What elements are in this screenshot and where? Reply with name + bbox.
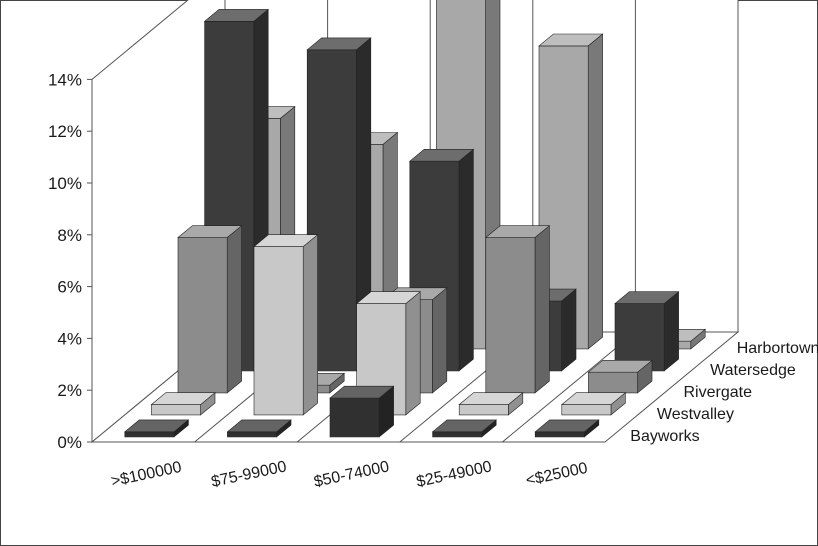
floor-divider bbox=[502, 331, 636, 443]
bar-top bbox=[226, 419, 292, 433]
series-label-rivergate: Rivergate bbox=[684, 384, 753, 401]
bar-top bbox=[306, 37, 372, 51]
bar-bayworks-4 bbox=[534, 419, 600, 438]
y-tick-label: 10% bbox=[48, 174, 82, 193]
bar-westvalley-0 bbox=[150, 392, 216, 416]
bar-top bbox=[203, 9, 270, 22]
bar-westvalley-4 bbox=[560, 392, 627, 416]
bar-side bbox=[302, 234, 318, 416]
bar-top bbox=[587, 359, 653, 373]
series-label-harbortown: Harbortown bbox=[737, 340, 818, 357]
bar-front bbox=[485, 237, 536, 394]
bar-front bbox=[458, 404, 509, 416]
bar-top bbox=[560, 392, 627, 405]
y-tick-label: 8% bbox=[57, 226, 82, 245]
bar-front bbox=[561, 404, 612, 416]
series-label-bayworks: Bayworks bbox=[630, 428, 699, 445]
y-axis-ticks: 0% 2% 4% 6% 8% 10% 12% 14% bbox=[48, 70, 92, 452]
y-tick-label: 0% bbox=[57, 433, 82, 452]
bar-bayworks-2 bbox=[329, 385, 395, 438]
bar-watersedge-4 bbox=[614, 291, 680, 372]
bar-top bbox=[253, 234, 319, 247]
bar-side bbox=[405, 291, 421, 416]
bar-side bbox=[587, 33, 603, 350]
y-tick-label: 4% bbox=[57, 329, 82, 348]
bar-rivergate-4 bbox=[587, 359, 653, 394]
bar-westvalley-3 bbox=[458, 392, 524, 416]
y-tick-label: 14% bbox=[48, 70, 82, 89]
bar-westvalley-1 bbox=[253, 234, 319, 416]
series-label-westvalley: Westvalley bbox=[657, 406, 734, 423]
bar-side bbox=[663, 291, 679, 372]
series-axis-labels: Bayworks Westvalley Rivergate Watersedge Har… bbox=[630, 340, 818, 445]
bar-front bbox=[227, 431, 277, 438]
bar-top bbox=[458, 392, 524, 405]
bar-top bbox=[484, 225, 551, 238]
bar-front bbox=[177, 237, 228, 394]
bar-top bbox=[431, 419, 498, 433]
bar-side bbox=[432, 287, 448, 394]
bar-top bbox=[329, 385, 395, 399]
bar-bayworks-0 bbox=[123, 419, 190, 438]
y-tick-label: 12% bbox=[48, 122, 82, 141]
bar-top bbox=[408, 149, 475, 162]
bar-front bbox=[124, 431, 175, 438]
bar-bayworks-1 bbox=[226, 419, 292, 438]
series-label-watersedge: Watersedge bbox=[710, 362, 796, 379]
bar-top bbox=[538, 33, 604, 47]
bar-side bbox=[226, 225, 242, 394]
bar-rivergate-0 bbox=[177, 225, 243, 394]
bar-top bbox=[355, 291, 422, 304]
bar-watersedge-1 bbox=[306, 37, 372, 372]
bar-top bbox=[614, 291, 680, 304]
bar-side bbox=[561, 288, 577, 372]
bar-rivergate-3 bbox=[484, 225, 551, 394]
bar-front bbox=[151, 404, 201, 416]
bar-top bbox=[123, 419, 190, 433]
bar-front bbox=[253, 246, 304, 416]
bar-front bbox=[329, 397, 380, 438]
bar-front bbox=[432, 431, 483, 438]
y-tick-label: 2% bbox=[57, 381, 82, 400]
bar-top bbox=[177, 225, 243, 238]
bar-front bbox=[534, 431, 585, 438]
bar-bayworks-3 bbox=[431, 419, 498, 438]
bar-side bbox=[458, 148, 474, 372]
bar-front bbox=[588, 371, 638, 394]
bar-top bbox=[150, 392, 216, 405]
bar-top bbox=[534, 419, 600, 433]
y-tick-label: 6% bbox=[57, 278, 82, 297]
bar-side bbox=[534, 225, 550, 394]
chart-bars bbox=[123, 0, 707, 438]
